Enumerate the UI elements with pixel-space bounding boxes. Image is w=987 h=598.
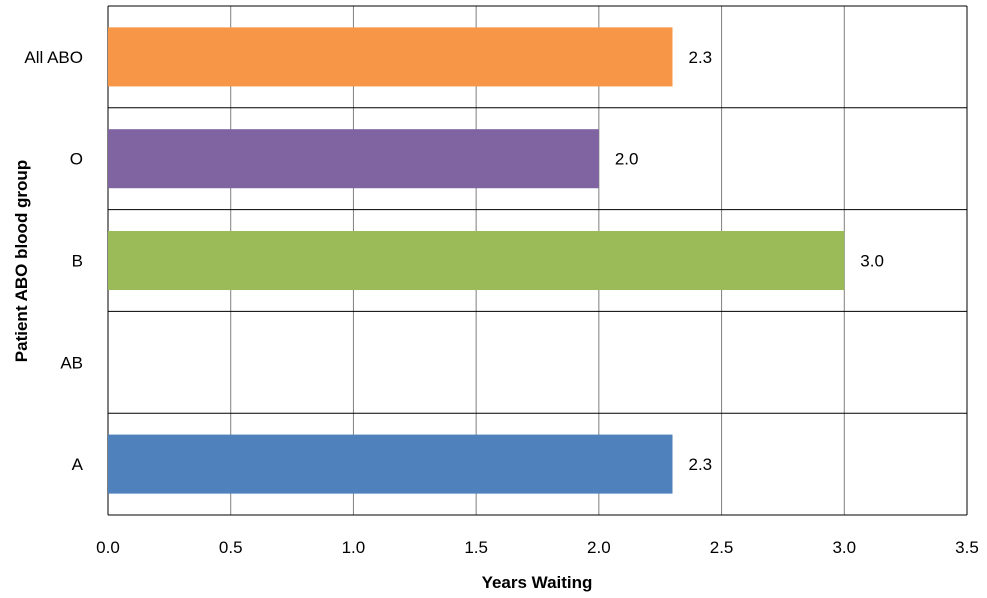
chart-labels: 0.0 0.5 1.0 1.5 2.0 2.5 3.0 3.5 All ABO 2.3 O 2.0 B 3… xyxy=(24,48,978,557)
bar xyxy=(108,434,673,494)
chart-bars xyxy=(108,27,845,494)
y-tick-label: B xyxy=(72,252,83,271)
x-tick-label: 2.0 xyxy=(587,538,611,557)
bar xyxy=(108,230,845,291)
x-tick-label: 0.5 xyxy=(219,538,243,557)
x-tick-label: 1.0 xyxy=(342,538,366,557)
bar xyxy=(108,27,673,87)
data-label: 3.0 xyxy=(860,252,884,271)
y-tick-label: A xyxy=(72,455,84,474)
x-tick-label: 1.5 xyxy=(464,538,488,557)
y-tick-label: O xyxy=(70,150,83,169)
x-tick-label: 2.5 xyxy=(710,538,734,557)
x-tick-label: 0.0 xyxy=(96,538,120,557)
data-label: 2.0 xyxy=(615,150,639,169)
y-tick-label: All ABO xyxy=(24,48,83,67)
data-label: 2.3 xyxy=(688,455,712,474)
data-label: 2.3 xyxy=(688,48,712,67)
x-tick-label: 3.0 xyxy=(832,538,856,557)
bar xyxy=(108,129,599,189)
y-axis-title: Patient ABO blood group xyxy=(12,160,31,362)
x-tick-label: 3.5 xyxy=(955,538,979,557)
y-tick-label: AB xyxy=(60,353,83,372)
x-axis-title: Years Waiting xyxy=(482,573,593,592)
